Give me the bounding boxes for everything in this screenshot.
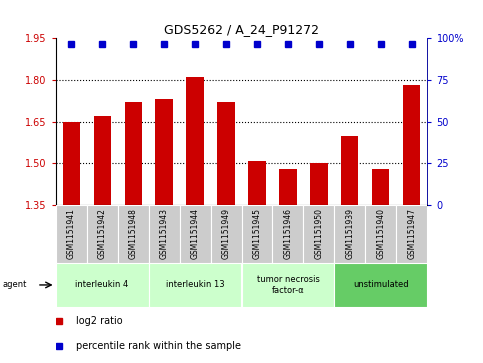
Bar (303, 205, 334, 263)
Bar (242, 263, 334, 307)
Bar (272, 205, 303, 263)
Bar (341, 135, 358, 205)
Text: GSM1151947: GSM1151947 (408, 208, 416, 259)
Text: GSM1151948: GSM1151948 (128, 208, 138, 259)
Bar (86, 205, 117, 263)
Text: GSM1151943: GSM1151943 (159, 208, 169, 259)
Text: interleukin 4: interleukin 4 (75, 281, 128, 289)
Text: unstimulated: unstimulated (353, 281, 409, 289)
Text: GSM1151946: GSM1151946 (284, 208, 293, 259)
Bar (180, 205, 211, 263)
Bar (149, 263, 242, 307)
Text: tumor necrosis
factor-α: tumor necrosis factor-α (256, 275, 319, 295)
Text: GSM1151945: GSM1151945 (253, 208, 261, 259)
Bar (56, 205, 86, 263)
Bar (149, 205, 180, 263)
Text: log2 ratio: log2 ratio (76, 317, 123, 326)
Text: GSM1151942: GSM1151942 (98, 208, 107, 259)
Bar (280, 169, 297, 205)
Text: agent: agent (2, 281, 27, 289)
Text: GSM1151940: GSM1151940 (376, 208, 385, 259)
Bar (217, 102, 235, 205)
Bar (311, 163, 327, 205)
Bar (248, 160, 266, 205)
Text: GSM1151950: GSM1151950 (314, 208, 324, 259)
Bar (334, 263, 427, 307)
Text: percentile rank within the sample: percentile rank within the sample (76, 341, 241, 351)
Bar (125, 102, 142, 205)
Bar (397, 205, 427, 263)
Bar (211, 205, 242, 263)
Bar (156, 99, 172, 205)
Text: GSM1151939: GSM1151939 (345, 208, 355, 259)
Bar (56, 263, 149, 307)
Bar (242, 205, 272, 263)
Title: GDS5262 / A_24_P91272: GDS5262 / A_24_P91272 (164, 23, 319, 36)
Bar (366, 205, 397, 263)
Bar (372, 169, 389, 205)
Bar (334, 205, 366, 263)
Bar (94, 116, 111, 205)
Bar (403, 85, 421, 205)
Bar (117, 205, 149, 263)
Text: GSM1151941: GSM1151941 (67, 208, 75, 259)
Text: GSM1151944: GSM1151944 (190, 208, 199, 259)
Text: GSM1151949: GSM1151949 (222, 208, 230, 259)
Bar (62, 122, 80, 205)
Bar (186, 77, 203, 205)
Text: interleukin 13: interleukin 13 (166, 281, 224, 289)
